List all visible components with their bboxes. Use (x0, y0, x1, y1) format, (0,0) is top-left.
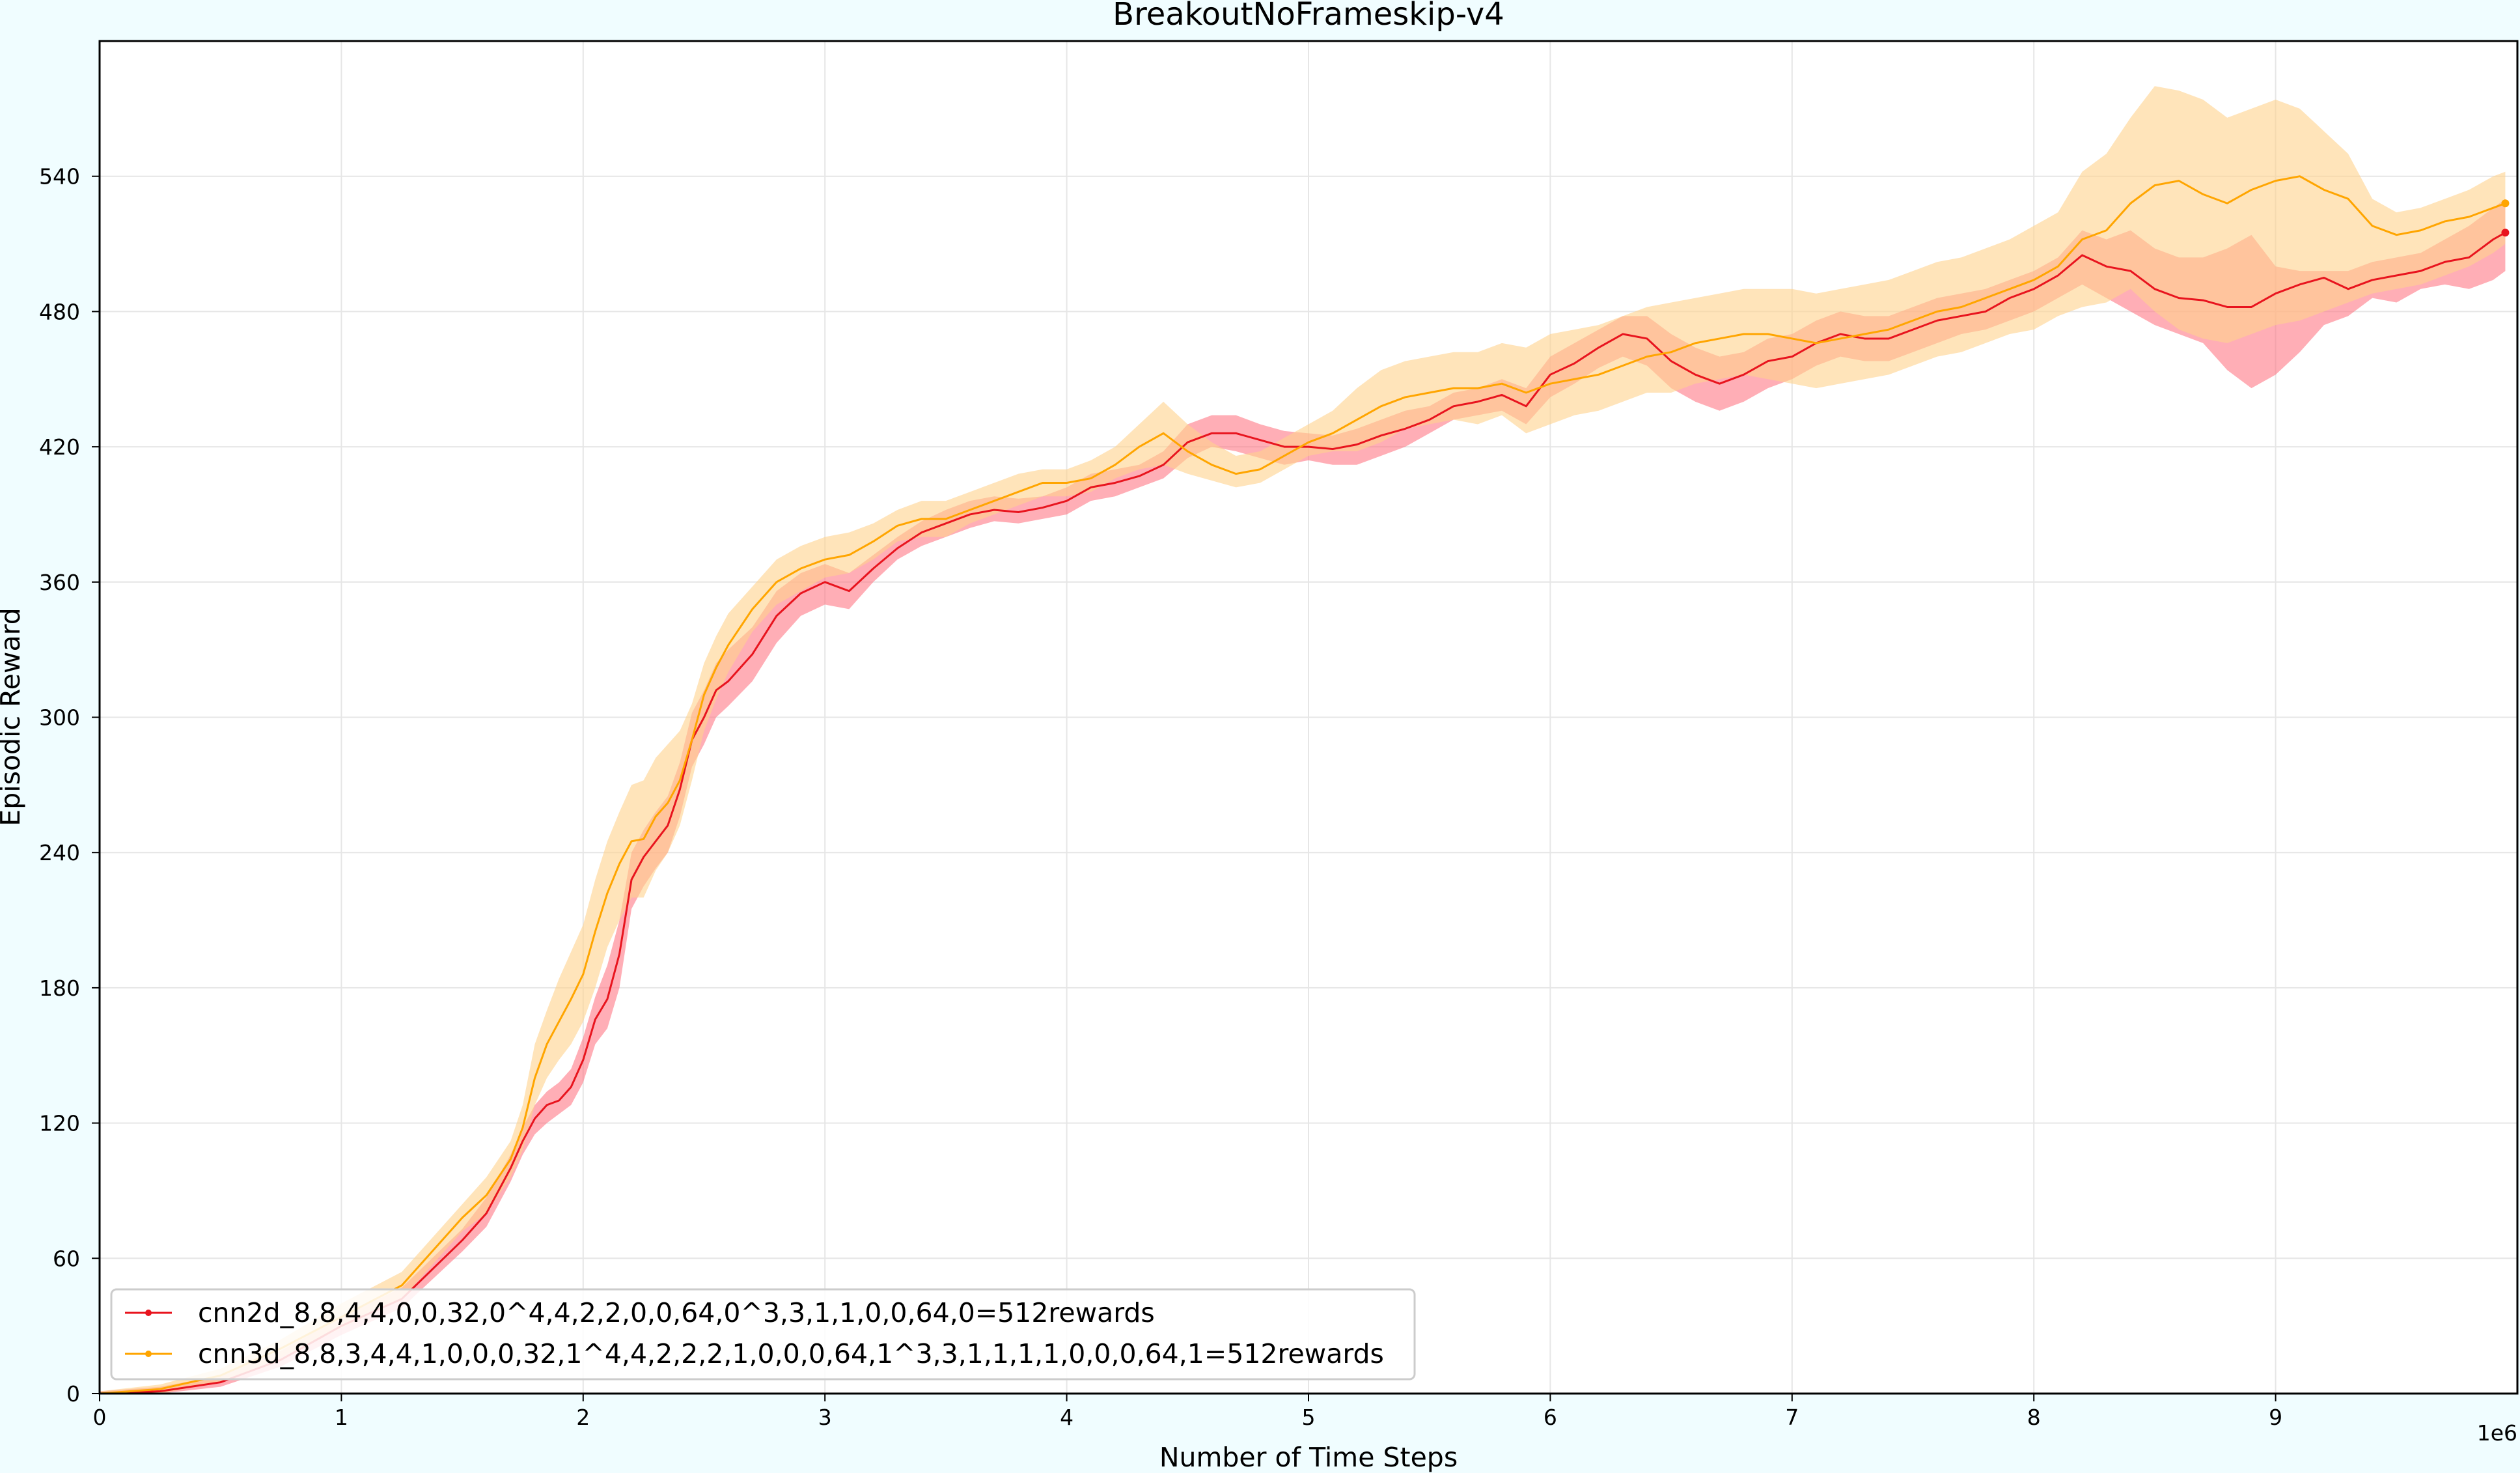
y-tick-label: 420 (39, 434, 80, 460)
band-cnn3d (100, 86, 2506, 1394)
y-axis-label: Episodic Reward (0, 608, 26, 826)
x-tick-label: 8 (2027, 1405, 2041, 1430)
confidence-bands (100, 86, 2506, 1394)
legend-box (110, 1288, 1416, 1381)
x-tick-label: 7 (1785, 1405, 1799, 1430)
legend-marker-cnn3d (145, 1351, 152, 1357)
x-tick-label: 5 (1302, 1405, 1316, 1430)
chart-title: BreakoutNoFrameskip-v4 (1113, 0, 1504, 33)
legend-marker-cnn2d (145, 1310, 152, 1316)
x-tick-label: 4 (1060, 1405, 1073, 1430)
x-axis-offset-label: 1e6 (2477, 1420, 2517, 1446)
x-tick-label: 1 (335, 1405, 348, 1430)
x-tick-label: 2 (576, 1405, 590, 1430)
y-tick-label: 180 (39, 975, 80, 1001)
y-tick-label: 540 (39, 164, 80, 189)
y-tick-label: 60 (53, 1246, 80, 1271)
x-tick-label: 6 (1544, 1405, 1557, 1430)
y-tick-label: 480 (39, 299, 80, 324)
x-tick-label: 0 (93, 1405, 107, 1430)
y-tick-label: 240 (39, 840, 80, 865)
x-axis-label: Number of Time Steps (1159, 1442, 1458, 1473)
x-tick-label: 9 (2269, 1405, 2282, 1430)
grid-lines (99, 41, 2517, 1394)
line-cnn3d (99, 175, 2506, 1395)
y-tick-label: 360 (39, 570, 80, 595)
legend: cnn2d_8,8,4,4,0,0,32,0^4,4,2,2,0,0,64,0^… (110, 1288, 1416, 1381)
line-cnn2d (99, 231, 2506, 1395)
y-tick-label: 120 (39, 1111, 80, 1136)
axis-ticks: 0 1 2 3 4 5 6 7 8 9 0 60 120 180 240 300 360 420 480 540 (39, 164, 2282, 1430)
legend-label-cnn3d: cnn3d_8,8,3,4,4,1,0,0,0,32,1^4,4,2,2,2,1… (198, 1338, 1384, 1369)
end-marker-cnn2d (2501, 229, 2510, 237)
series-lines (99, 175, 2510, 1395)
y-tick-label: 0 (66, 1381, 80, 1407)
x-tick-label: 3 (818, 1405, 832, 1430)
end-marker-cnn3d (2501, 199, 2510, 208)
legend-label-cnn2d: cnn2d_8,8,4,4,0,0,32,0^4,4,2,2,0,0,64,0^… (198, 1297, 1155, 1328)
y-tick-label: 300 (39, 705, 80, 731)
